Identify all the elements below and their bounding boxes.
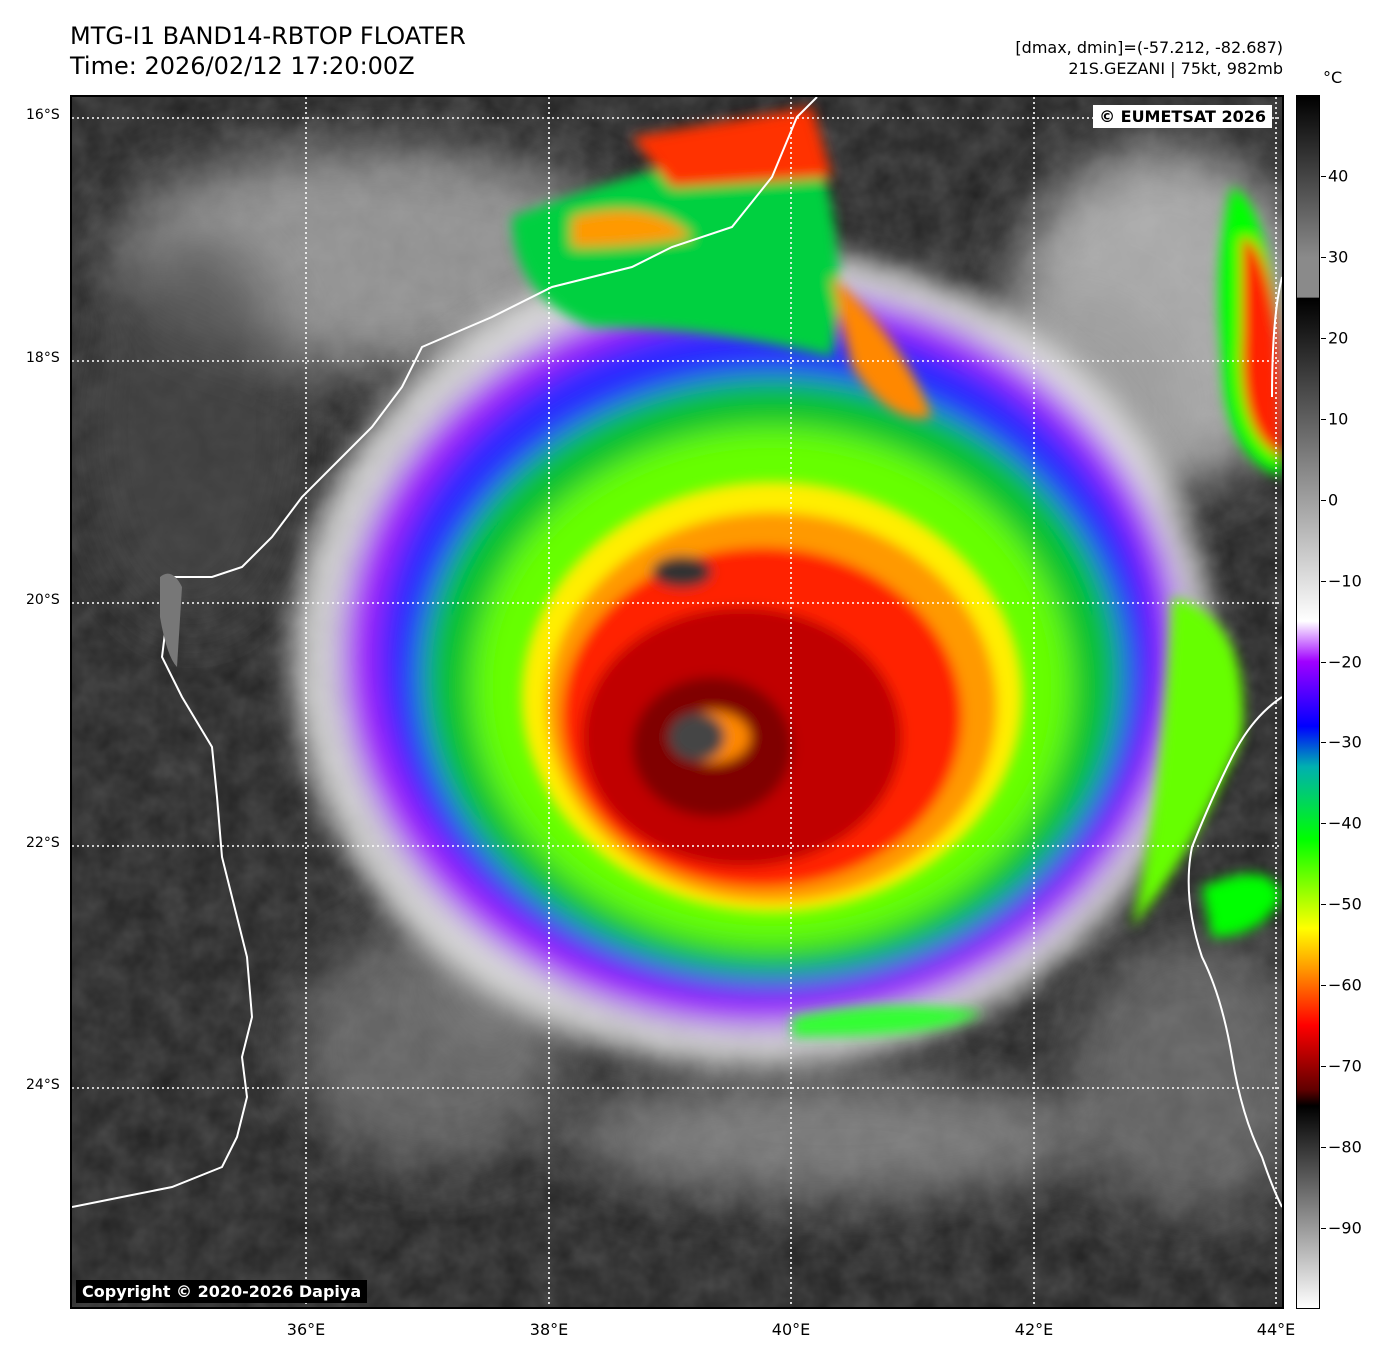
colorbar-tick-mark bbox=[1321, 256, 1326, 258]
cyclone-convection bbox=[292, 107, 1282, 1067]
colorbar-tick-mark bbox=[1321, 580, 1326, 582]
lon-label-42e: 42°E bbox=[1014, 1320, 1054, 1339]
colorbar-tick-label: 0 bbox=[1328, 490, 1339, 510]
colorbar-tick-mark bbox=[1321, 661, 1326, 663]
colorbar-tick-mark bbox=[1321, 1066, 1326, 1068]
data-range-label: [dmax, dmin]=(-57.212, -82.687) bbox=[1015, 38, 1283, 57]
colorbar-tick-label: −40 bbox=[1328, 813, 1362, 833]
observation-time: Time: 2026/02/12 17:20:00Z bbox=[70, 52, 415, 80]
colorbar-tick-label: −70 bbox=[1328, 1056, 1362, 1076]
colorbar-tick-label: −20 bbox=[1328, 652, 1362, 672]
lon-label-40e: 40°E bbox=[771, 1320, 811, 1339]
colorbar-tick-label: −10 bbox=[1328, 571, 1362, 591]
colorbar-tick-label: 10 bbox=[1328, 409, 1349, 429]
colorbar-tick-mark bbox=[1321, 823, 1326, 825]
lat-label-24s: 24°S bbox=[26, 1077, 60, 1093]
storm-info-label: 21S.GEZANI | 75kt, 982mb bbox=[1068, 59, 1283, 78]
colorbar-tick-label: −80 bbox=[1328, 1137, 1362, 1157]
colorbar-tick-label: −60 bbox=[1328, 975, 1362, 995]
colorbar-tick-mark bbox=[1321, 985, 1326, 987]
colorbar-tick-mark bbox=[1321, 1147, 1326, 1149]
eumetsat-credit: © EUMETSAT 2026 bbox=[1093, 105, 1272, 128]
colorbar-tick-label: −30 bbox=[1328, 732, 1362, 752]
lat-label-18s: 18°S bbox=[26, 350, 60, 366]
colorbar-tick-mark bbox=[1321, 418, 1326, 420]
lat-label-16s: 16°S bbox=[26, 107, 60, 123]
colorbar-tick-mark bbox=[1321, 337, 1326, 339]
lon-label-38e: 38°E bbox=[529, 1320, 569, 1339]
lon-label-44e: 44°E bbox=[1256, 1320, 1296, 1339]
inland-lake bbox=[160, 573, 182, 667]
lon-label-36e: 36°E bbox=[286, 1320, 326, 1339]
dapiya-credit: Copyright © 2020-2026 Dapiya bbox=[76, 1280, 368, 1303]
colorbar-tick-label: −50 bbox=[1328, 894, 1362, 914]
colorbar-tick-mark bbox=[1321, 904, 1326, 906]
colorbar-tick-label: 20 bbox=[1328, 328, 1349, 348]
colorbar-tick-mark bbox=[1321, 499, 1326, 501]
colorbar-tick-mark bbox=[1321, 742, 1326, 744]
colorbar-tick-mark bbox=[1321, 175, 1326, 177]
satellite-map[interactable]: © EUMETSAT 2026 Copyright © 2020-2026 Da… bbox=[70, 95, 1284, 1309]
lat-label-20s: 20°S bbox=[26, 592, 60, 608]
colorbar-unit: °C bbox=[1323, 68, 1343, 87]
product-title: MTG-I1 BAND14-RBTOP FLOATER bbox=[70, 22, 466, 50]
colorbar-tick-label: 40 bbox=[1328, 166, 1349, 186]
satellite-imagery bbox=[72, 97, 1282, 1307]
colorbar-tick-label: 30 bbox=[1328, 247, 1349, 267]
temperature-colorbar bbox=[1296, 95, 1320, 1309]
colorbar-tick-label: −90 bbox=[1328, 1218, 1362, 1238]
colorbar-tick-mark bbox=[1321, 1228, 1326, 1230]
lat-label-22s: 22°S bbox=[26, 835, 60, 851]
